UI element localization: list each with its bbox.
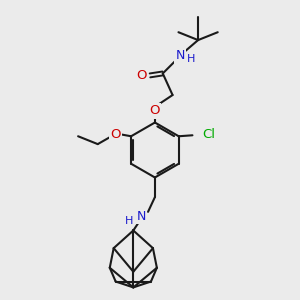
Text: O: O (136, 69, 146, 82)
Text: N: N (176, 49, 185, 62)
Text: H: H (125, 216, 133, 226)
Text: N: N (136, 210, 146, 223)
Text: O: O (110, 128, 121, 141)
Text: Cl: Cl (202, 128, 215, 141)
Text: H: H (187, 54, 196, 64)
Text: O: O (150, 104, 160, 117)
